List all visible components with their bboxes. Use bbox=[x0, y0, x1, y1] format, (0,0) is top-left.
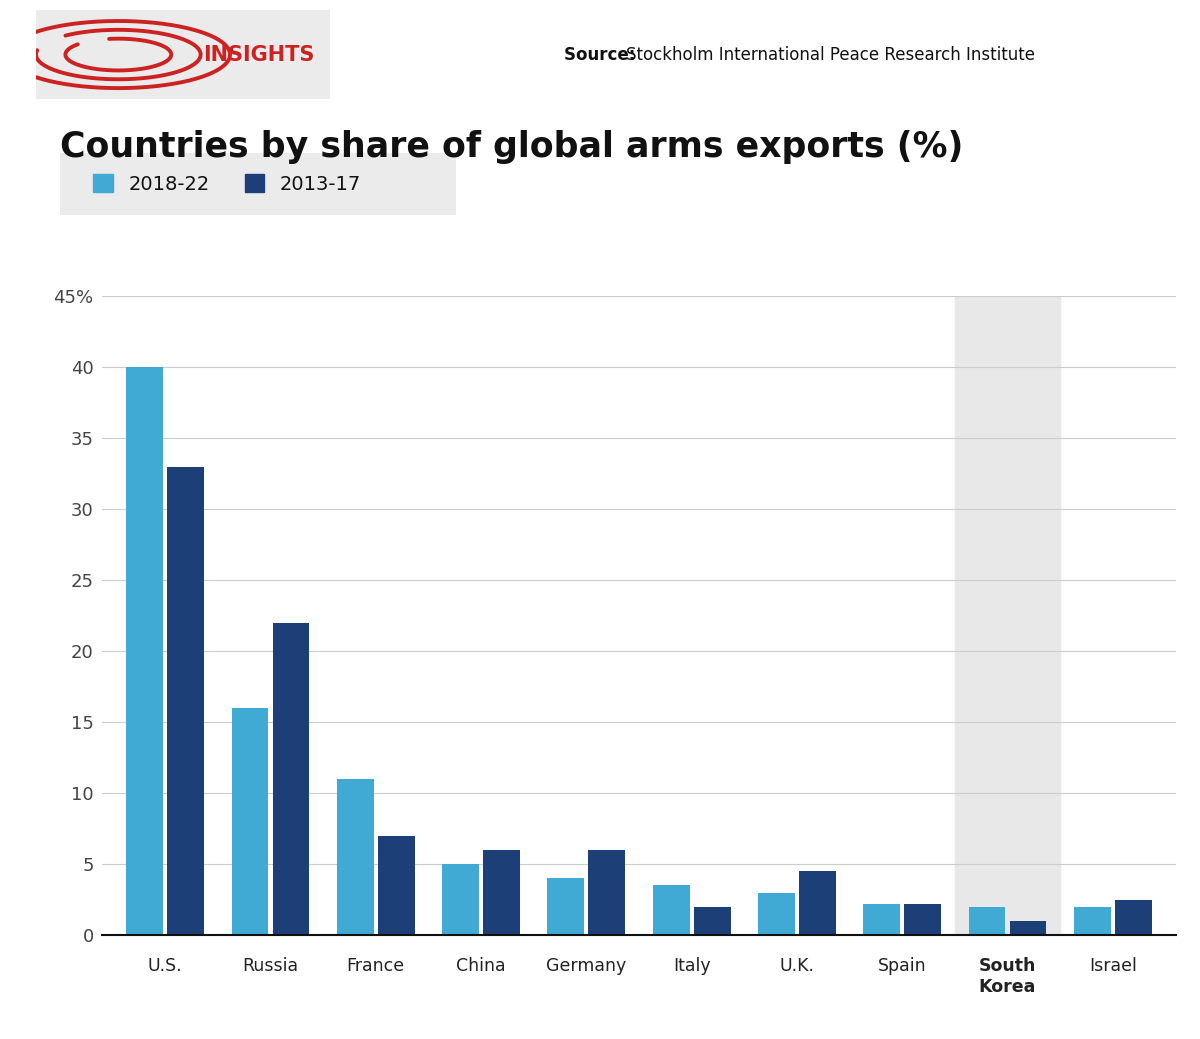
Bar bbox=[905, 904, 941, 935]
Text: China: China bbox=[456, 958, 506, 976]
Legend: 2018-22, 2013-17: 2018-22, 2013-17 bbox=[85, 166, 368, 202]
Bar bbox=[758, 893, 794, 935]
Bar bbox=[1115, 900, 1152, 935]
Bar bbox=[547, 878, 584, 935]
Text: South
Korea: South Korea bbox=[979, 958, 1037, 996]
Bar bbox=[484, 850, 520, 935]
Text: Israel: Israel bbox=[1088, 958, 1136, 976]
Text: Italy: Italy bbox=[673, 958, 710, 976]
Bar bbox=[694, 907, 731, 935]
Bar bbox=[653, 885, 690, 935]
Text: U.S.: U.S. bbox=[148, 958, 182, 976]
Text: Countries by share of global arms exports (%): Countries by share of global arms export… bbox=[60, 130, 964, 164]
Bar bbox=[863, 904, 900, 935]
Bar bbox=[1009, 921, 1046, 935]
Bar bbox=[1074, 907, 1111, 935]
Bar bbox=[167, 467, 204, 935]
Bar bbox=[126, 367, 163, 935]
Text: Germany: Germany bbox=[546, 958, 626, 976]
Bar bbox=[968, 907, 1006, 935]
Bar bbox=[442, 864, 479, 935]
Text: U.K.: U.K. bbox=[780, 958, 815, 976]
Bar bbox=[378, 835, 415, 935]
Bar bbox=[799, 871, 836, 935]
Bar bbox=[272, 622, 310, 935]
Text: Stockholm International Peace Research Institute: Stockholm International Peace Research I… bbox=[626, 46, 1036, 64]
Bar bbox=[955, 296, 1060, 935]
Bar bbox=[588, 850, 625, 935]
Text: Spain: Spain bbox=[878, 958, 926, 976]
Text: France: France bbox=[347, 958, 404, 976]
Text: Source:: Source: bbox=[564, 46, 641, 64]
Text: INSIGHTS: INSIGHTS bbox=[204, 45, 314, 64]
Text: Russia: Russia bbox=[242, 958, 299, 976]
Bar bbox=[337, 779, 373, 935]
Bar bbox=[232, 708, 269, 935]
